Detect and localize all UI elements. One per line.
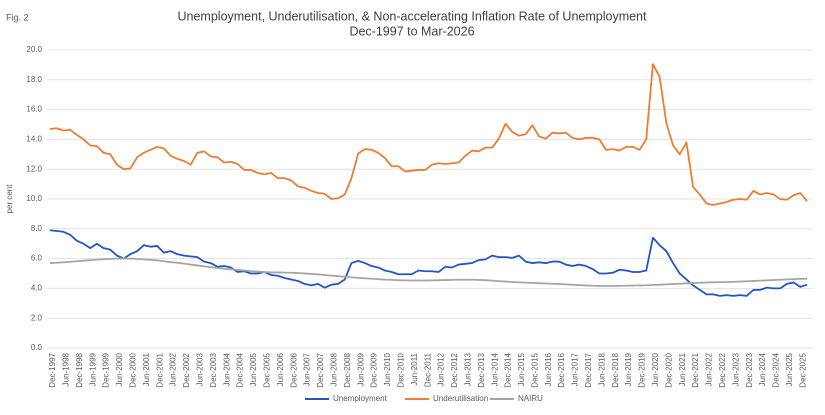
legend-label: Unemployment xyxy=(333,394,388,403)
x-tick-label: Jun-2021 xyxy=(678,352,687,386)
x-tick-label: Jun-2010 xyxy=(383,352,392,386)
x-tick-label: Dec-1998 xyxy=(75,352,84,387)
legend-label: Underutilisation xyxy=(433,394,488,403)
y-tick-label: 10.0 xyxy=(26,194,42,203)
x-tick-label: Dec-2006 xyxy=(289,352,298,387)
x-tick-label: Dec-2005 xyxy=(262,352,271,387)
x-tick-label: Jun-2015 xyxy=(517,352,526,386)
x-tick-label: Jun-2019 xyxy=(624,352,633,386)
x-tick-label: Dec-2023 xyxy=(745,352,754,387)
x-tick-label: Jun-2017 xyxy=(571,352,580,386)
x-tick-label: Jun-2005 xyxy=(249,352,258,386)
x-tick-label: Dec-2014 xyxy=(504,352,513,387)
x-tick-label: Dec-2008 xyxy=(343,352,352,387)
x-tick-label: Dec-1997 xyxy=(48,352,57,387)
x-tick-label: Jun-2009 xyxy=(356,352,365,386)
fig-label: Fig. 2 xyxy=(6,12,29,22)
legend-label: NAIRU xyxy=(518,394,543,403)
y-tick-label: 14.0 xyxy=(26,135,42,144)
y-tick-label: 20.0 xyxy=(26,45,42,54)
x-tick-label: Jun-2006 xyxy=(276,352,285,386)
x-tick-label: Dec-2009 xyxy=(370,352,379,387)
y-tick-label: 12.0 xyxy=(26,164,42,173)
x-tick-label: Dec-2025 xyxy=(798,352,807,387)
series-line xyxy=(49,229,808,297)
x-tick-label: Dec-2011 xyxy=(423,352,432,387)
x-tick-label: Jun-2014 xyxy=(490,352,499,386)
x-tick-label: Dec-2017 xyxy=(584,352,593,387)
y-tick-label: 0.0 xyxy=(31,343,43,352)
x-tick-label: Dec-2013 xyxy=(477,352,486,387)
x-tick-label: Jun-2016 xyxy=(544,352,553,386)
x-tick-label: Jun-2011 xyxy=(410,352,419,385)
x-tick-label: Dec-2004 xyxy=(236,352,245,387)
series-line xyxy=(49,257,808,287)
x-tick-label: Dec-2022 xyxy=(718,352,727,387)
x-tick-label: Jun-2004 xyxy=(222,352,231,386)
x-tick-label: Jun-2007 xyxy=(303,352,312,386)
x-tick-label: Jun-2022 xyxy=(705,352,714,386)
y-tick-label: 2.0 xyxy=(31,313,43,322)
x-tick-label: Jun-2013 xyxy=(463,352,472,386)
x-tick-label: Dec-2016 xyxy=(557,352,566,387)
y-tick-label: 4.0 xyxy=(31,284,43,293)
chart-title: Unemployment, Underutilisation, & Non-ac… xyxy=(178,9,648,23)
x-tick-label: Dec-2001 xyxy=(155,352,164,387)
y-tick-label: 6.0 xyxy=(31,254,43,263)
x-tick-label: Dec-2010 xyxy=(396,352,405,387)
x-tick-label: Dec-1999 xyxy=(102,352,111,387)
y-axis-label: per cent xyxy=(5,184,14,214)
x-tick-label: Jun-2024 xyxy=(758,352,767,386)
x-tick-label: Jun-2020 xyxy=(651,352,660,386)
x-tick-label: Dec-2015 xyxy=(530,352,539,387)
x-tick-label: Dec-2003 xyxy=(209,352,218,387)
y-tick-label: 18.0 xyxy=(26,75,42,84)
x-tick-label: Jun-2012 xyxy=(437,352,446,386)
x-tick-label: Jun-1999 xyxy=(88,352,97,386)
x-tick-label: Jun-2008 xyxy=(329,352,338,386)
y-tick-label: 8.0 xyxy=(31,224,43,233)
x-tick-label: Dec-2018 xyxy=(611,352,620,387)
x-tick-label: Dec-2019 xyxy=(638,352,647,387)
x-tick-label: Dec-2007 xyxy=(316,352,325,387)
x-tick-label: Jun-2003 xyxy=(195,352,204,386)
x-tick-label: Jun-2001 xyxy=(142,352,151,386)
x-tick-label: Dec-2020 xyxy=(664,352,673,387)
chart-subtitle: Dec-1997 to Mar-2026 xyxy=(349,24,474,38)
x-tick-label: Jun-2023 xyxy=(731,352,740,386)
x-tick-label: Jun-2002 xyxy=(169,352,178,386)
y-tick-label: 16.0 xyxy=(26,105,42,114)
x-tick-label: Dec-2002 xyxy=(182,352,191,387)
x-tick-label: Jun-2000 xyxy=(115,352,124,386)
x-tick-label: Jun-2018 xyxy=(597,352,606,386)
x-tick-label: Dec-2000 xyxy=(128,352,137,387)
x-tick-label: Dec-2012 xyxy=(450,352,459,387)
x-tick-label: Dec-2024 xyxy=(772,352,781,387)
x-tick-label: Jun-1998 xyxy=(62,352,71,386)
x-tick-label: Jun-2025 xyxy=(785,352,794,386)
x-tick-label: Dec-2021 xyxy=(691,352,700,387)
series-line xyxy=(49,63,808,206)
